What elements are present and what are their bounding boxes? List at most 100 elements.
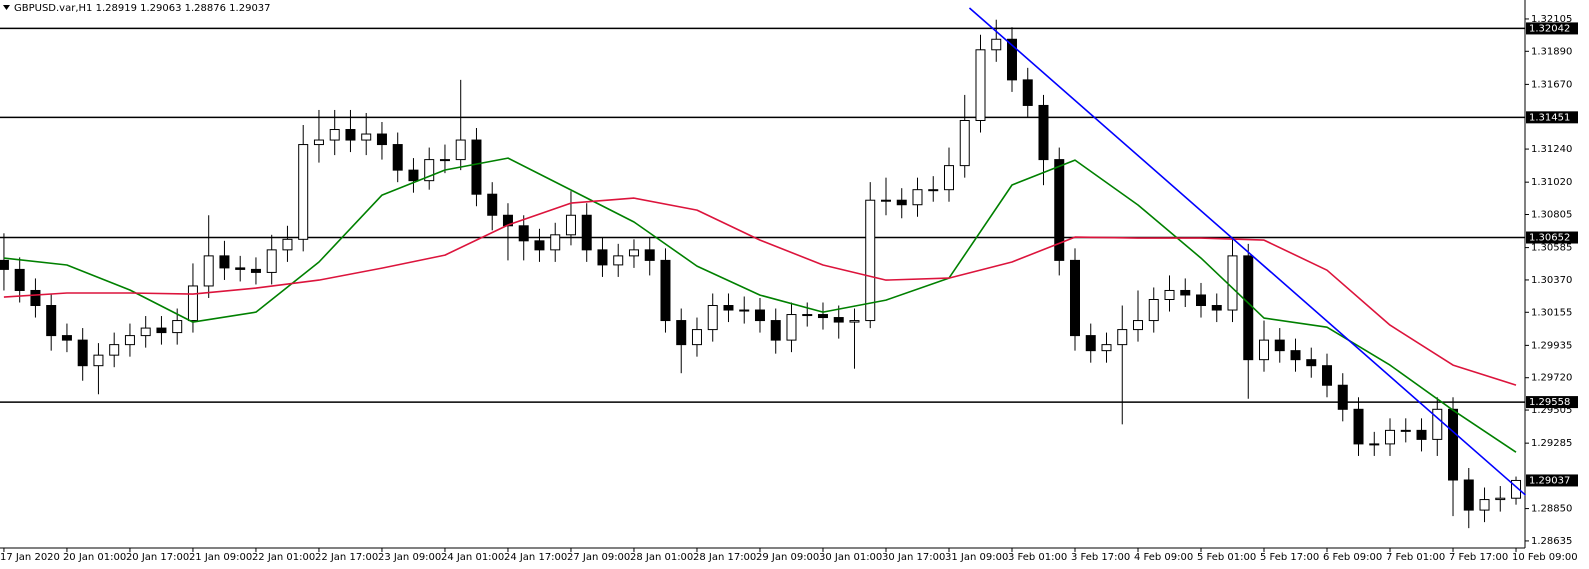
candle-body <box>1133 320 1144 331</box>
candle-body <box>1306 359 1317 367</box>
level-label-box <box>1526 22 1578 35</box>
candle-body <box>975 49 986 121</box>
x-tick-label: 17 Jan 2020 <box>0 552 60 563</box>
candle-body <box>1211 305 1222 311</box>
x-tick-label: 7 Feb 17:00 <box>1449 552 1508 563</box>
candle-body <box>1085 335 1096 352</box>
candle-body <box>1385 429 1396 445</box>
candle-body <box>1101 344 1112 352</box>
candle-body <box>1243 255 1254 361</box>
candle-body <box>298 144 309 240</box>
candle-body <box>1006 38 1017 81</box>
candle-body <box>597 249 608 266</box>
x-tick-label: 22 Jan 17:00 <box>315 552 378 563</box>
x-tick-label: 24 Jan 01:00 <box>441 552 504 563</box>
candle-body <box>93 354 104 367</box>
x-tick-label: 3 Feb 01:00 <box>1008 552 1067 563</box>
candle-body <box>1148 298 1159 322</box>
candle-body <box>424 159 435 182</box>
x-tick-label: 27 Jan 09:00 <box>567 552 630 563</box>
candle-body <box>1337 384 1348 410</box>
level-label: 1.30652 <box>1529 233 1570 244</box>
y-tick-label: 1.31240 <box>1531 144 1572 155</box>
candle-body <box>187 285 198 322</box>
candle-body <box>802 314 813 317</box>
moving-average <box>3 157 1517 453</box>
candle-body <box>1117 329 1128 346</box>
y-tick-label: 1.28635 <box>1531 536 1572 547</box>
y-tick-label: 1.30370 <box>1531 275 1572 286</box>
candle-body <box>865 199 876 322</box>
candle-body <box>912 189 923 206</box>
candle-body <box>30 289 41 307</box>
candle-body <box>455 139 466 161</box>
y-tick-label: 1.29935 <box>1531 340 1572 351</box>
candle-body <box>361 133 372 141</box>
candle-body <box>754 309 765 322</box>
candle-body <box>660 259 671 322</box>
candle-body <box>1495 497 1506 501</box>
candle-body <box>1196 294 1207 307</box>
x-tick-label: 21 Jan 09:00 <box>189 552 252 563</box>
candle-body <box>439 159 450 162</box>
candle-body <box>1463 479 1474 511</box>
candle-body <box>14 268 25 291</box>
x-tick-label: 30 Jan 01:00 <box>819 552 882 563</box>
moving-average <box>3 197 1517 386</box>
candle-body <box>313 139 324 146</box>
candle-body <box>124 335 135 346</box>
x-tick-label: 4 Feb 09:00 <box>1134 552 1193 563</box>
candle-body <box>1416 429 1427 440</box>
x-tick-label: 22 Jan 01:00 <box>252 552 315 563</box>
x-tick-label: 31 Jan 09:00 <box>945 552 1008 563</box>
candle-body <box>518 225 529 242</box>
chart-title: GBPUSD.var,H1 1.28919 1.29063 1.28876 1.… <box>14 3 271 14</box>
menu-triangle[interactable] <box>3 5 10 10</box>
candle-body <box>1054 159 1065 261</box>
y-tick-label: 1.30585 <box>1531 243 1572 254</box>
candle-body <box>676 320 687 346</box>
x-tick-label: 29 Jan 09:00 <box>756 552 819 563</box>
candle-body <box>0 259 9 270</box>
candle-body <box>1353 408 1364 445</box>
y-tick-label: 1.31890 <box>1531 46 1572 57</box>
level-label-box <box>1526 111 1578 124</box>
candle-body <box>628 249 639 257</box>
candle-body <box>943 165 954 191</box>
candle-body <box>1400 429 1411 432</box>
candle-body <box>849 320 860 323</box>
x-tick-label: 5 Feb 01:00 <box>1197 552 1256 563</box>
candle-body <box>1259 339 1270 361</box>
candle-body <box>408 169 419 182</box>
candle-body <box>613 255 624 266</box>
y-tick-label: 1.30155 <box>1531 307 1572 318</box>
candle-body <box>392 144 403 171</box>
candle-body <box>140 327 151 337</box>
candle-body <box>644 249 655 261</box>
candle-body <box>156 327 167 334</box>
level-label: 1.32042 <box>1529 23 1570 34</box>
candle-body <box>471 139 482 195</box>
candle-body <box>581 214 592 251</box>
x-tick-label: 24 Jan 17:00 <box>504 552 567 563</box>
candle-body <box>723 305 734 311</box>
candle-body <box>282 238 293 251</box>
x-tick-label: 28 Jan 17:00 <box>693 552 756 563</box>
level-label: 1.29558 <box>1529 397 1570 408</box>
y-tick-label: 1.31020 <box>1531 177 1572 188</box>
candle-body <box>487 193 498 216</box>
trendline <box>968 7 1526 496</box>
candle-body <box>1022 79 1033 106</box>
x-tick-label: 23 Jan 09:00 <box>378 552 441 563</box>
candle-body <box>329 129 340 141</box>
x-tick-label: 28 Jan 01:00 <box>630 552 693 563</box>
candle-body <box>172 320 183 334</box>
x-tick-label: 5 Feb 17:00 <box>1260 552 1319 563</box>
candle-body <box>786 314 797 341</box>
candle-body <box>817 314 828 319</box>
candle-body <box>1511 479 1522 499</box>
y-tick-label: 1.29720 <box>1531 373 1572 384</box>
candle-body <box>109 344 120 356</box>
candle-body <box>1180 289 1191 296</box>
